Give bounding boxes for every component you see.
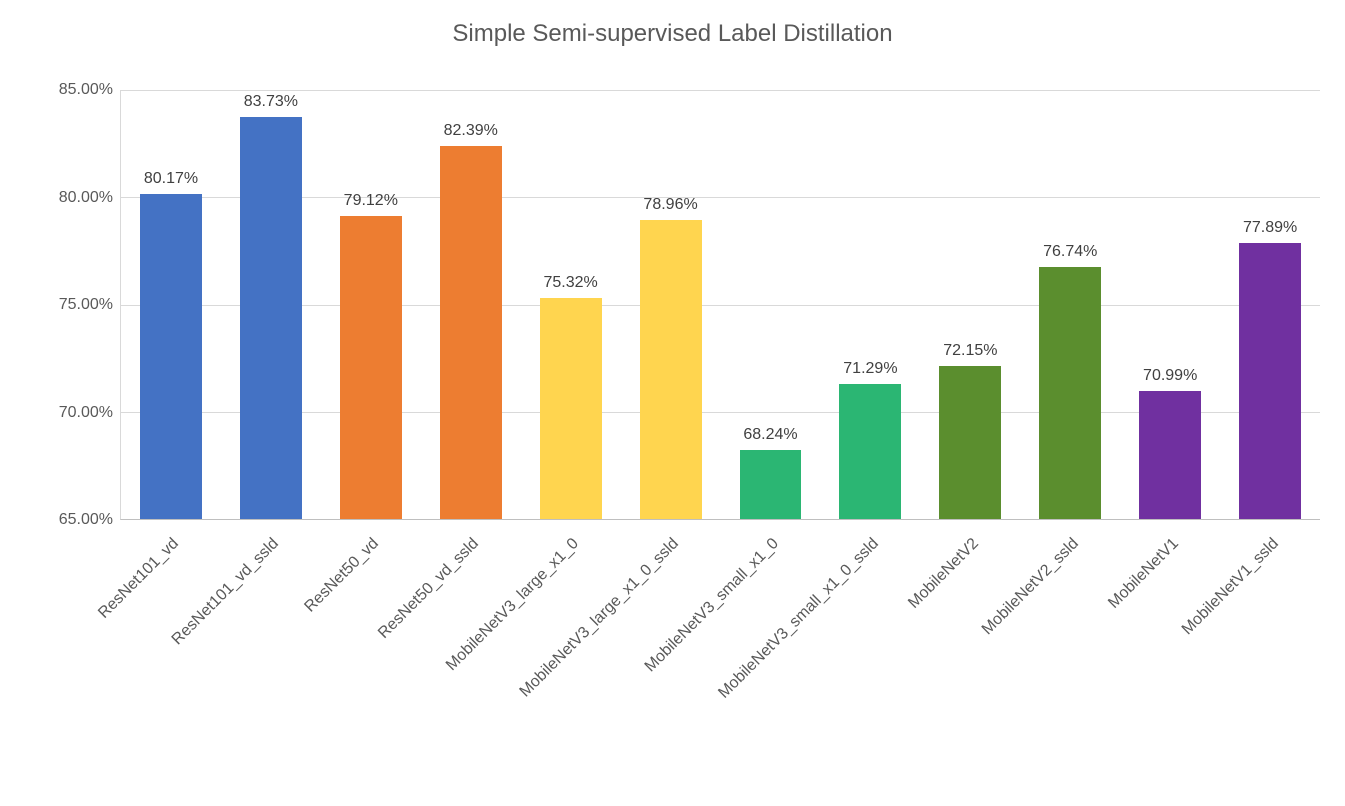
y-tick-label: 85.00% xyxy=(13,81,113,99)
bar-value-label: 82.39% xyxy=(444,122,498,140)
x-label-slot: MobileNetV2 xyxy=(920,525,1020,795)
bar: 80.17% xyxy=(140,194,202,519)
bar: 72.15% xyxy=(939,366,1001,519)
bar-value-label: 78.96% xyxy=(643,196,697,214)
bar-slot: 82.39% xyxy=(421,90,521,519)
bar: 76.74% xyxy=(1039,267,1101,519)
bar: 77.89% xyxy=(1239,243,1301,519)
bar: 83.73% xyxy=(240,117,302,519)
x-tick-label: ResNet101_vd xyxy=(95,535,183,623)
bar-slot: 77.89% xyxy=(1220,90,1320,519)
bar: 71.29% xyxy=(839,384,901,519)
chart-container: Simple Semi-supervised Label Distillatio… xyxy=(0,0,1345,806)
bar-value-label: 77.89% xyxy=(1243,219,1297,237)
bar-slot: 70.99% xyxy=(1120,90,1220,519)
x-label-slot: ResNet101_vd xyxy=(120,525,220,795)
bar-value-label: 79.12% xyxy=(344,192,398,210)
bar-slot: 75.32% xyxy=(521,90,621,519)
bar-slot: 79.12% xyxy=(321,90,421,519)
bar-slot: 68.24% xyxy=(721,90,821,519)
chart-title: Simple Semi-supervised Label Distillatio… xyxy=(0,20,1345,48)
bar-slot: 71.29% xyxy=(820,90,920,519)
bar: 70.99% xyxy=(1139,391,1201,519)
bar-slot: 83.73% xyxy=(221,90,321,519)
bar-value-label: 68.24% xyxy=(743,426,797,444)
bar-value-label: 72.15% xyxy=(943,342,997,360)
y-tick-label: 75.00% xyxy=(13,296,113,314)
y-tick-label: 80.00% xyxy=(13,189,113,207)
bar: 68.24% xyxy=(740,450,802,519)
x-label-slot: ResNet101_vd_ssld xyxy=(220,525,320,795)
bar-slot: 78.96% xyxy=(621,90,721,519)
bar-value-label: 76.74% xyxy=(1043,243,1097,261)
bar: 75.32% xyxy=(540,298,602,519)
bar: 79.12% xyxy=(340,216,402,519)
y-tick-label: 70.00% xyxy=(13,404,113,422)
bar: 78.96% xyxy=(640,220,702,519)
bar: 82.39% xyxy=(440,146,502,519)
y-tick-label: 65.00% xyxy=(13,511,113,529)
bar-value-label: 83.73% xyxy=(244,93,298,111)
bar-slot: 72.15% xyxy=(920,90,1020,519)
bar-slot: 80.17% xyxy=(121,90,221,519)
bar-value-label: 75.32% xyxy=(544,274,598,292)
plot-area: 80.17% 83.73% 79.12% 82.39% 75.32% 78.96% 68.2… xyxy=(120,90,1320,520)
x-label-slot: ResNet50_vd xyxy=(320,525,420,795)
bar-slot: 76.74% xyxy=(1020,90,1120,519)
bar-value-label: 71.29% xyxy=(843,360,897,378)
x-labels-row: ResNet101_vdResNet101_vd_ssldResNet50_vd… xyxy=(120,525,1320,795)
bar-value-label: 70.99% xyxy=(1143,367,1197,385)
bars-row: 80.17% 83.73% 79.12% 82.39% 75.32% 78.96% 68.2… xyxy=(121,90,1320,519)
x-label-slot: MobileNetV3_small_x1_0_ssld xyxy=(820,525,920,795)
x-label-slot: MobileNetV1 xyxy=(1120,525,1220,795)
bar-value-label: 80.17% xyxy=(144,170,198,188)
x-label-slot: MobileNetV1_ssld xyxy=(1220,525,1320,795)
x-label-slot: MobileNetV2_ssld xyxy=(1020,525,1120,795)
